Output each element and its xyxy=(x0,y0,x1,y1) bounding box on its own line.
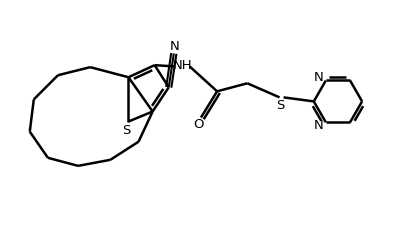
Text: S: S xyxy=(122,124,130,137)
Text: S: S xyxy=(275,99,284,112)
Text: N: N xyxy=(169,40,179,53)
Text: O: O xyxy=(193,118,204,131)
Text: N: N xyxy=(313,119,323,132)
Text: NH: NH xyxy=(173,59,192,72)
Text: N: N xyxy=(313,71,323,84)
